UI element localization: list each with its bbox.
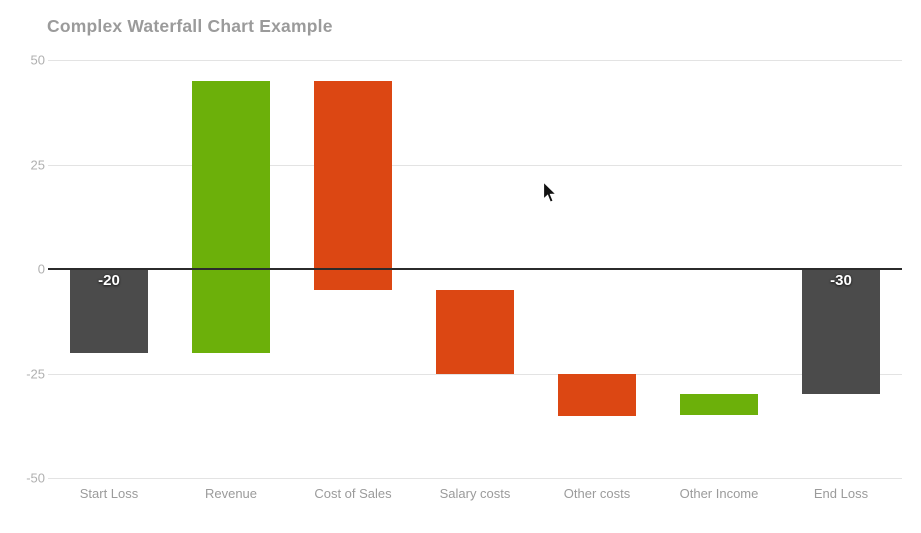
gridline	[48, 60, 902, 61]
y-axis-tick-label: 0	[37, 261, 45, 277]
chart-title: Complex Waterfall Chart Example	[47, 16, 333, 36]
x-axis-label-salary-costs: Salary costs	[439, 486, 511, 501]
gridline	[48, 165, 902, 166]
bar-start-loss[interactable]: -20	[70, 269, 148, 353]
y-axis-tick-label: -25	[26, 366, 45, 382]
y-axis-tick-label: 50	[30, 52, 45, 68]
y-axis-tick-label: 25	[30, 157, 45, 173]
bar-salary-costs[interactable]	[436, 290, 514, 374]
bar-value-label: -30	[830, 272, 852, 289]
x-axis-label-other-costs: Other costs	[563, 486, 631, 501]
x-axis-label-cost-of-sales: Cost of Sales	[314, 486, 392, 501]
y-axis-tick-label: -50	[26, 470, 45, 486]
bar-cost-of-sales[interactable]	[314, 81, 392, 290]
bar-value-label: -20	[98, 272, 120, 289]
bar-other-costs[interactable]	[558, 374, 636, 416]
zero-axis-line	[48, 268, 902, 270]
mouse-cursor-icon	[542, 181, 557, 203]
x-axis-label-revenue: Revenue	[204, 486, 258, 501]
x-axis-label-other-income: Other Income	[679, 486, 759, 501]
bar-end-loss[interactable]: -30	[802, 269, 880, 394]
gridline	[48, 478, 902, 479]
bar-other-income[interactable]	[680, 394, 758, 415]
bar-revenue[interactable]	[192, 81, 270, 353]
x-axis-label-start-loss: Start Loss	[79, 486, 139, 501]
x-axis-label-end-loss: End Loss	[813, 486, 869, 501]
gridline	[48, 374, 902, 375]
